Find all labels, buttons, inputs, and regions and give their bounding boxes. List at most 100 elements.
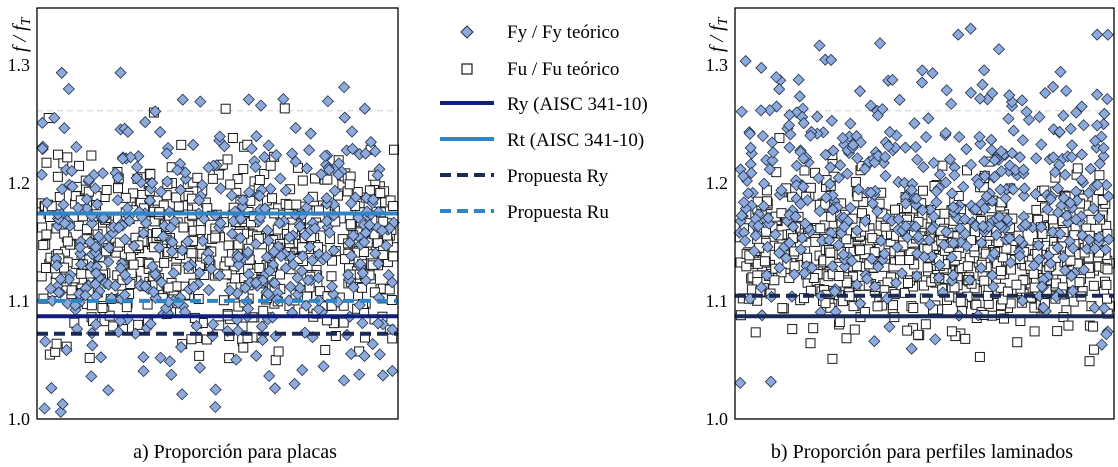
panel-a-fu-point: [279, 103, 290, 114]
panel-b-fy-point: [744, 141, 757, 154]
panel-b-fu-point: [908, 302, 919, 313]
panel-b-fy-point: [798, 267, 811, 280]
panel-b-fy-point: [806, 261, 819, 274]
panel-b-series-fy: [733, 22, 1115, 389]
panel-b-fy-point: [972, 177, 985, 190]
panel-b-fy-point: [905, 342, 918, 355]
panel-b-fy-point: [986, 87, 999, 100]
panel-b-fy-point: [850, 278, 864, 291]
panel-a-fy-point: [317, 360, 330, 373]
panel-b-fy-point: [1051, 241, 1064, 254]
panel-a-fy-point: [213, 269, 226, 282]
panel-a-fu-point: [267, 193, 278, 204]
panel-b-fu-point: [946, 326, 957, 337]
panel-b-fu-point: [995, 265, 1006, 276]
panel-a-fy-point: [157, 230, 170, 243]
panel-b-fy-point: [945, 97, 958, 110]
panel-b-fu-point: [998, 313, 1009, 324]
panel-b-fy-point: [930, 196, 943, 209]
panel-a-fy-point: [187, 280, 200, 294]
panel-a-fy-point: [91, 198, 104, 211]
panel-a-fy-point: [111, 194, 124, 207]
panel-b-fy-point: [1057, 251, 1070, 264]
panel-a-fu-point: [375, 187, 386, 198]
panel-b-fy-point: [844, 201, 857, 214]
panel-a-fy-point: [70, 140, 83, 154]
panel-a-fy-point: [143, 194, 156, 207]
panel-b-fu-point: [1094, 170, 1105, 181]
panel-b-fy-point: [763, 163, 776, 176]
panel-b-fy-point: [797, 117, 810, 130]
panel-b-fy-point: [871, 109, 884, 122]
panel-a-fy-point: [207, 318, 220, 331]
panel-a-fy-point: [371, 317, 385, 330]
panel-a-fy-point: [55, 183, 69, 196]
panel-b-title: b) Proporción para perfiles laminados: [771, 441, 1073, 463]
panel-b-fy-point: [749, 229, 762, 242]
panel-a-fy-point: [92, 230, 105, 243]
panel-a-fy-point: [332, 168, 345, 181]
panel-a-fy-point: [284, 280, 297, 293]
panel-a-fy-point: [66, 180, 79, 193]
panel-b-fu-point: [888, 300, 899, 311]
panel-b-fy-point: [737, 196, 751, 209]
panel-a-fy-point: [137, 227, 150, 240]
panel-b-fy-point: [911, 153, 924, 166]
panel-a-fu-point: [163, 282, 174, 293]
panel-a-fu-point: [344, 179, 355, 190]
panel-b-fy-point: [1082, 186, 1095, 200]
panel-a-fy-point: [369, 145, 382, 158]
panel-b-fy-point: [988, 247, 1001, 260]
panel-a-fy-point: [256, 333, 269, 347]
panel-a-fy-point: [160, 147, 173, 160]
panel-a-fy-point: [190, 319, 203, 332]
panel-a-fy-point: [193, 266, 206, 279]
panel-b-fy-point: [995, 145, 1008, 158]
panel-b-fy-point: [924, 298, 937, 311]
panel-a-fy-point: [323, 163, 336, 177]
panel-a-fu-point: [230, 273, 241, 284]
panel-a-fu-point: [62, 152, 73, 163]
panel-a-fy-point: [55, 66, 68, 79]
panel-b-fy-point: [1075, 148, 1088, 161]
panel-a-fy-point: [373, 348, 386, 361]
panel-a-fy-point: [243, 186, 256, 199]
panel-a-fy-point: [274, 172, 287, 185]
panel-a-fy-point: [236, 193, 249, 207]
panel-b-fy-point: [916, 64, 929, 77]
panel-a-fy-point: [121, 125, 134, 138]
panel-a-fy-point: [65, 164, 78, 178]
panel-b-fy-point: [889, 276, 903, 289]
panel-a-fu-point: [207, 173, 218, 184]
panel-b-fy-point: [986, 269, 999, 282]
panel-a-fy-point: [109, 279, 122, 292]
panel-a-fy-point: [89, 241, 102, 254]
panel-b-fy-point: [1091, 119, 1104, 132]
panel-a-y-tick-label: 1.0: [8, 409, 31, 429]
panel-b-fy-point: [919, 130, 933, 144]
panel-a-fy-point: [286, 147, 299, 160]
panel-b-fy-point: [988, 170, 1001, 183]
legend-fu-marker: [461, 63, 473, 75]
panel-b-fy-point: [864, 99, 877, 112]
panel-a-fy-point: [320, 214, 333, 228]
panel-b-fy-point: [755, 61, 768, 74]
panel-a-fy-point: [130, 160, 144, 174]
panel-a-fy-point: [263, 369, 276, 383]
panel-a-fy-point: [102, 255, 115, 268]
panel-a-fu-point: [192, 172, 203, 183]
panel-b-fu-point: [922, 262, 933, 273]
panel-a-fy-point: [337, 374, 351, 387]
panel-b-fy-point: [1091, 28, 1104, 41]
panel-b-fy-point: [945, 251, 958, 264]
panel-a-fy-point: [230, 353, 243, 366]
panel-b-fy-point: [1016, 134, 1029, 147]
panel-a-fy-point: [358, 235, 371, 249]
panel-b-fu-point: [1088, 321, 1099, 332]
panel-b-fy-point: [943, 153, 957, 166]
panel-a-fy-point: [114, 66, 127, 79]
panel-b-fy-point: [1041, 203, 1054, 216]
panel-b-fy-point: [1019, 218, 1032, 231]
panel-b-fy-point: [987, 280, 1000, 293]
panel-b-fu-point: [917, 185, 928, 196]
